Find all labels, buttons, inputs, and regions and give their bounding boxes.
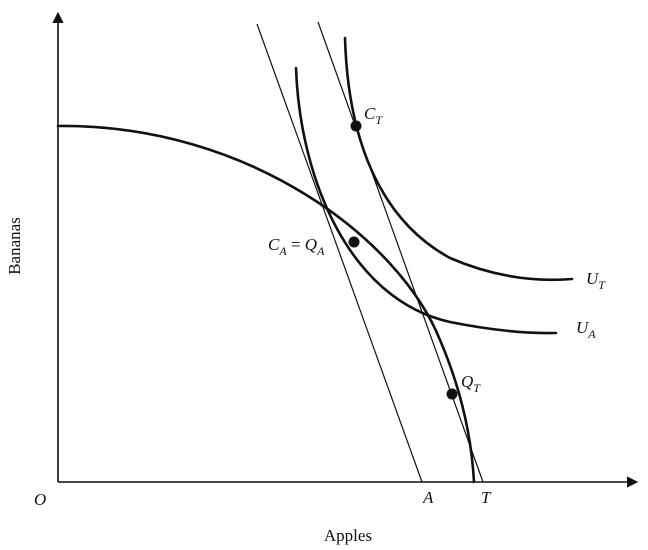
point-q-t: [446, 388, 458, 400]
label-a: A: [422, 488, 434, 507]
trade-price-line: [317, 21, 484, 483]
label-u-a-base: U: [576, 318, 590, 337]
label-u-t: UT: [586, 269, 606, 292]
label-u-t-base: U: [586, 269, 600, 288]
label-t: T: [481, 488, 492, 507]
label-c-a-q: Q: [305, 235, 317, 254]
autarky-price-line: [256, 23, 423, 483]
label-c-t-base: C: [364, 104, 376, 123]
x-axis-label: Apples: [324, 526, 372, 545]
indifference-curve-u-t: [343, 36, 574, 282]
origin-label: O: [34, 490, 46, 509]
label-c-t-sub: T: [375, 113, 383, 127]
production-possibility-frontier: [56, 124, 476, 484]
label-c-a-q-sub: A: [316, 244, 325, 258]
indifference-curve-u-a: [294, 66, 558, 335]
label-c-a-eq: =: [287, 235, 305, 254]
label-q-t-base: Q: [461, 372, 473, 391]
point-c-a-q-a: [348, 236, 360, 248]
label-c-a-c-sub: A: [278, 244, 287, 258]
label-c-a-eq-q-a: CA = QA: [268, 235, 325, 258]
label-u-t-sub: T: [598, 278, 606, 292]
label-c-t: CT: [364, 104, 383, 127]
y-axis-label: Bananas: [5, 217, 24, 275]
label-q-t-sub: T: [473, 381, 481, 395]
label-q-t: QT: [461, 372, 481, 395]
label-u-a: UA: [576, 318, 596, 341]
label-u-a-sub: A: [587, 327, 596, 341]
label-c-a-c: C: [268, 235, 280, 254]
point-c-t: [350, 120, 362, 132]
